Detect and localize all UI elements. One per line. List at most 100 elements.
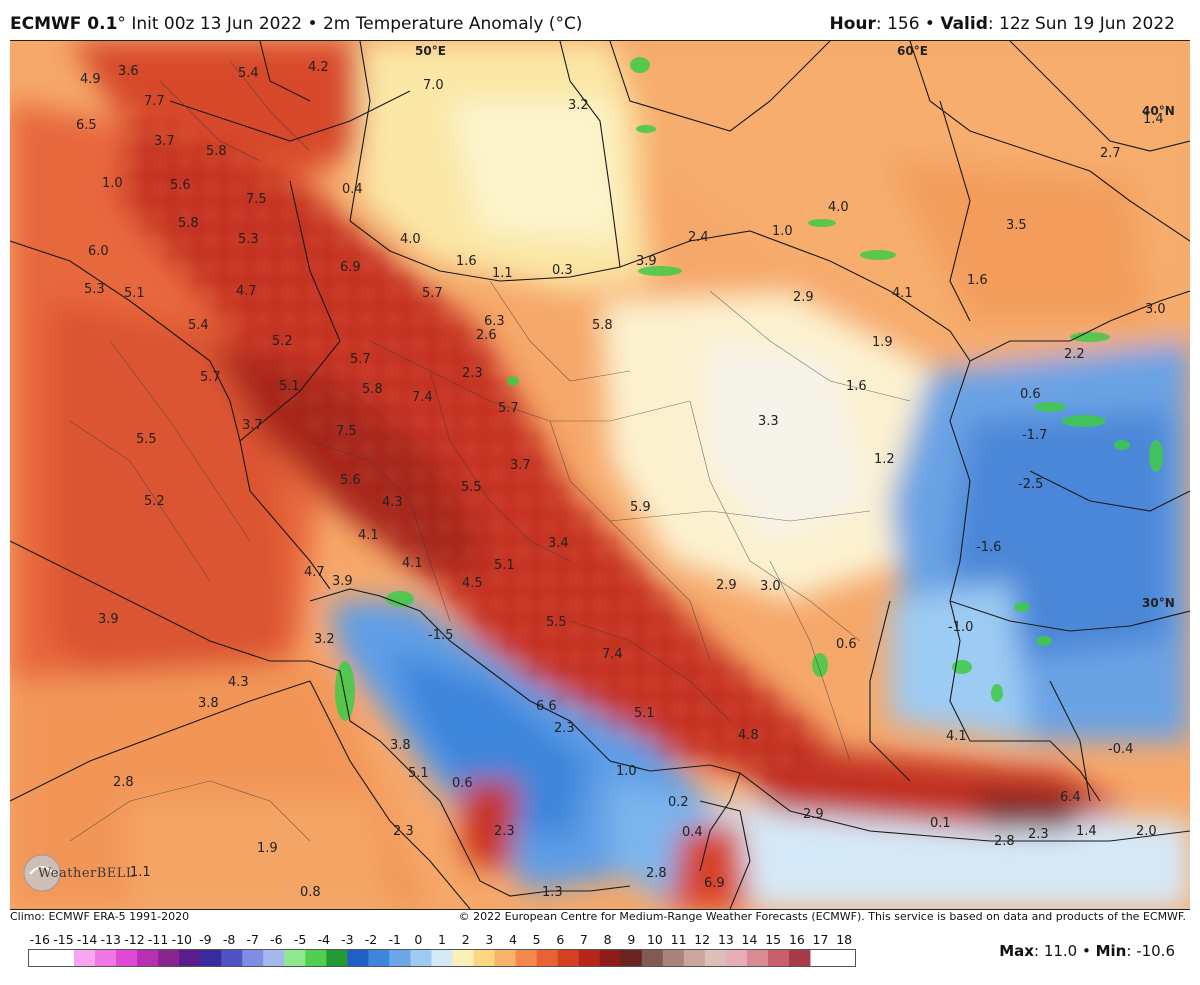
anomaly-value-label: -1.7 [1022, 428, 1047, 443]
colorbar-tick-label: 16 [788, 932, 805, 947]
anomaly-value-label: 5.3 [84, 282, 105, 297]
colorbar-segment [242, 950, 264, 966]
anomaly-value-label: 3.7 [242, 418, 263, 433]
colorbar-tick-label: 6 [556, 932, 565, 947]
anomaly-value-label: -1.5 [428, 628, 453, 643]
anomaly-value-label: 6.6 [536, 699, 557, 714]
anomaly-value-label: 1.9 [257, 841, 278, 856]
field-name: 2m Temperature Anomaly (°C) [322, 14, 583, 34]
anomaly-value-label: 5.7 [498, 401, 519, 416]
anomaly-value-label: 1.0 [772, 224, 793, 239]
colorbar-segment [347, 950, 369, 966]
anomaly-value-label: 2.6 [476, 328, 497, 343]
colorbar-tick-label: -10 [171, 932, 193, 947]
anomaly-value-label: 5.4 [188, 318, 209, 333]
colorbar-segment [305, 950, 327, 966]
borders [10, 41, 1190, 909]
anomaly-value-label: 5.3 [238, 232, 259, 247]
anomaly-value-label: 3.7 [154, 134, 175, 149]
anomaly-value-label: 5.8 [592, 318, 613, 333]
anomaly-value-label: 2.9 [793, 290, 814, 305]
valid-value: 12z Sun 19 Jun 2022 [999, 14, 1175, 34]
value-labels: 4.9 3.6 5.4 4.2 7.0 7.7 3.2 6.5 3.7 5.8 1.4 2.7 1.0 5… [76, 60, 1166, 900]
colorbar-tick-label: -1 [388, 932, 401, 947]
colorbar-tick-label: 8 [603, 932, 612, 947]
anomaly-value-label: 2.8 [646, 866, 667, 881]
anomaly-value-label: 4.1 [358, 528, 379, 543]
colorbar-tick-label: 10 [646, 932, 663, 947]
model-name-degree: ° [117, 14, 126, 34]
colorbar-segment [263, 950, 285, 966]
anomaly-value-label: 6.4 [1060, 790, 1081, 805]
anomaly-value-label: 1.4 [1143, 112, 1164, 127]
max-label: Max [999, 942, 1034, 960]
anomaly-value-label: 3.6 [118, 64, 139, 79]
anomaly-value-label: 2.2 [1064, 347, 1085, 362]
map[interactable]: 50°E 60°E 40°N 30°N 4.9 3.6 5.4 4.2 7.0 7.7 3.2 6.… [10, 40, 1190, 910]
colorbar-tick-label: 11 [670, 932, 687, 947]
colorbar-segment [137, 950, 159, 966]
anomaly-value-label: 2.3 [1028, 827, 1049, 842]
province-lines [69, 60, 911, 842]
anomaly-value-label: 7.5 [336, 424, 357, 439]
colorbar-segment [620, 950, 643, 966]
anomaly-value-label: 4.3 [382, 495, 403, 510]
anomaly-value-label: 1.6 [846, 379, 867, 394]
anomaly-value-label: 5.4 [238, 66, 259, 81]
anomaly-value-label: 3.9 [98, 612, 119, 627]
anomaly-value-label: 0.1 [930, 816, 951, 831]
anomaly-value-label: 1.3 [542, 885, 563, 900]
anomaly-value-label: 3.2 [568, 98, 589, 113]
colorbar-tick-label: 0 [414, 932, 423, 947]
anomaly-value-label: 5.1 [634, 706, 655, 721]
anomaly-value-label: 5.8 [362, 382, 383, 397]
colorbar-tick-label: 12 [694, 932, 711, 947]
anomaly-value-label: 1.4 [1076, 824, 1097, 839]
model-name: ECMWF 0.1 [10, 14, 118, 34]
anomaly-texture [120, 101, 830, 781]
anomaly-value-label: 7.0 [423, 78, 444, 93]
anomaly-value-label: 5.1 [279, 379, 300, 394]
anomaly-value-label: 5.6 [340, 473, 361, 488]
colorbar-tick-label: 9 [627, 932, 636, 947]
anomaly-value-label: 3.3 [758, 414, 779, 429]
anomaly-value-label: 4.0 [828, 200, 849, 215]
anomaly-value-label: 3.0 [1145, 302, 1166, 317]
anomaly-value-label: 4.9 [80, 72, 101, 87]
anomaly-value-label: 6.9 [704, 876, 725, 891]
valid-info: Hour: 156 • Valid: 12z Sun 19 Jun 2022 [829, 14, 1175, 34]
anomaly-value-label: 6.0 [88, 244, 109, 259]
anomaly-value-label: 5.8 [206, 144, 227, 159]
anomaly-value-label: 4.1 [946, 729, 967, 744]
weatherbell-logo: WeatherBELL [20, 850, 135, 896]
anomaly-value-label: 4.1 [402, 556, 423, 571]
anomaly-value-label: 4.0 [400, 232, 421, 247]
colorbar [28, 949, 856, 967]
colorbar-segment [95, 950, 117, 966]
coordinate-label: 40°N [1142, 104, 1175, 118]
logo-text: WeatherBELL [38, 866, 136, 881]
colorbar-tick-label: -4 [317, 932, 330, 947]
anomaly-value-label: 6.5 [76, 118, 97, 133]
coordinate-label: 50°E [415, 44, 446, 58]
anomaly-value-label: -2.5 [1018, 477, 1043, 492]
colorbar-tick-label: 15 [765, 932, 782, 947]
colorbar-tick-label: 5 [532, 932, 541, 947]
anomaly-value-label: 5.5 [461, 480, 482, 495]
anomaly-value-label: 2.4 [688, 230, 709, 245]
anomaly-value-label: 3.4 [548, 536, 569, 551]
colorbar-tick-label: 7 [579, 932, 588, 947]
anomaly-value-label: 7.7 [144, 94, 165, 109]
colorbar-segment [494, 950, 517, 966]
colorbar-tick-label: -2 [364, 932, 378, 947]
valid-label: Valid [940, 14, 988, 34]
hour-label: Hour [829, 14, 876, 34]
anomaly-value-label: 0.3 [552, 263, 573, 278]
colorbar-segment [326, 950, 348, 966]
anomaly-value-label: 1.1 [492, 266, 513, 281]
anomaly-value-label: 2.9 [716, 578, 737, 593]
copyright-note: © 2022 European Centre for Medium-Range … [458, 910, 1186, 923]
colorbar-tick-label: 1 [438, 932, 446, 947]
colorbar-segment [116, 950, 138, 966]
colorbar-segment [536, 950, 559, 966]
